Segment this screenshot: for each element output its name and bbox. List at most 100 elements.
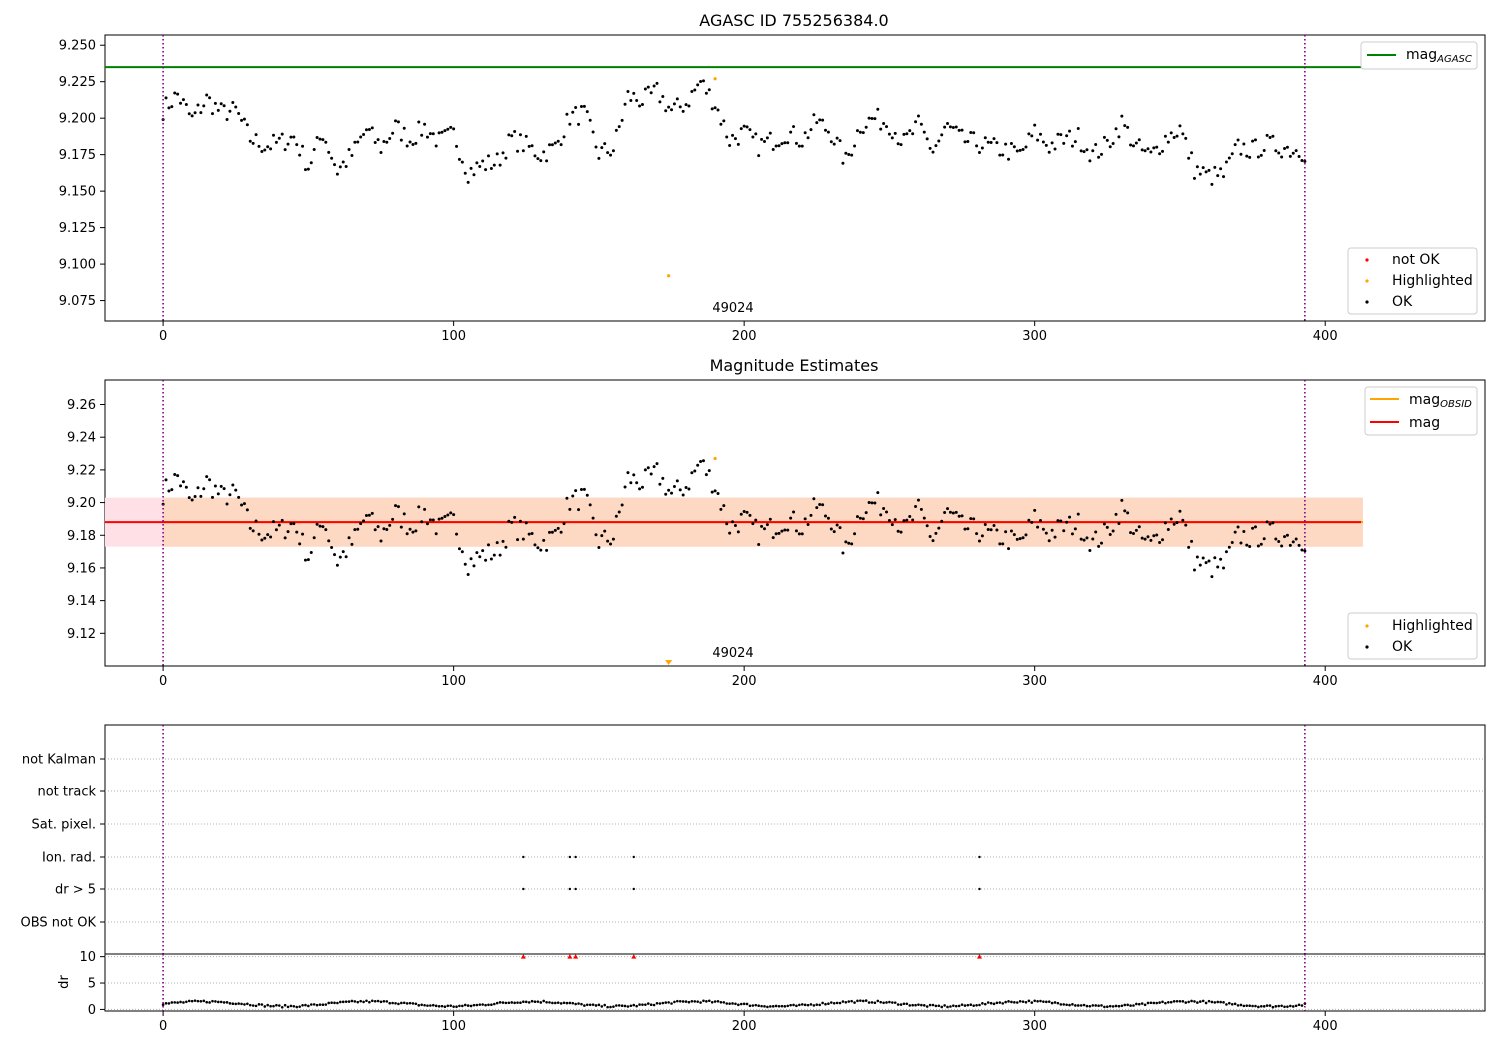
- dr-point: [922, 1004, 926, 1007]
- dr-point: [542, 999, 545, 1003]
- ok-point: [739, 512, 743, 516]
- ok-point: [1140, 148, 1144, 152]
- ok-point: [193, 111, 197, 115]
- dr-point: [548, 1001, 551, 1004]
- dr-point: [1091, 1004, 1095, 1007]
- ok-point: [1012, 533, 1016, 537]
- ok-point: [1009, 142, 1013, 146]
- ok-point: [771, 536, 775, 540]
- dr-point: [391, 1001, 394, 1005]
- ok-point: [992, 523, 996, 527]
- ok-point: [516, 538, 520, 542]
- ok-point: [196, 486, 200, 490]
- ok-point: [1239, 152, 1243, 156]
- ok-point: [234, 488, 238, 492]
- ok-point: [687, 104, 691, 108]
- legend-mag-obsid-label: mag: [1409, 392, 1440, 408]
- dr-point: [1291, 1005, 1295, 1008]
- ok-point: [1120, 114, 1124, 118]
- dr-point: [678, 999, 682, 1003]
- legend-mag-lines: magOBSID mag: [1364, 386, 1478, 436]
- ok-point: [510, 520, 514, 524]
- ok-point: [623, 485, 627, 489]
- dr-point: [211, 999, 214, 1003]
- ok-point: [826, 130, 830, 134]
- ok-point: [1094, 530, 1098, 534]
- dr-point: [1210, 1000, 1214, 1004]
- ok-point: [478, 555, 482, 559]
- dr-point: [318, 1003, 322, 1006]
- ok-point: [975, 532, 979, 536]
- dr-point: [1108, 1004, 1112, 1008]
- dr-point: [806, 1003, 810, 1007]
- ok-point: [1062, 529, 1066, 533]
- ok-point: [1300, 548, 1304, 552]
- dr-point: [280, 1005, 284, 1009]
- dr-point: [446, 1004, 450, 1008]
- dr-point: [1068, 1003, 1071, 1007]
- ok-point: [1169, 517, 1173, 521]
- ok-point: [545, 159, 549, 163]
- ok-point: [550, 143, 554, 147]
- ok-point: [283, 148, 287, 152]
- ok-point: [989, 140, 993, 144]
- ok-point: [1047, 150, 1051, 154]
- ok-point: [1065, 134, 1069, 138]
- ok-point: [1161, 149, 1165, 153]
- dr-point: [336, 1001, 339, 1005]
- dr-point: [475, 1003, 479, 1007]
- dr-point: [777, 1004, 781, 1008]
- ok-point: [844, 151, 848, 155]
- ok-point: [274, 140, 278, 144]
- ok-point: [1195, 165, 1199, 169]
- ok-point: [829, 527, 833, 531]
- ok-point: [998, 153, 1002, 157]
- dr-point: [1164, 1001, 1167, 1005]
- ok-point: [341, 550, 345, 554]
- ok-point: [652, 84, 656, 88]
- ok-point: [428, 132, 432, 136]
- ok-point: [1100, 152, 1104, 156]
- ok-point: [809, 128, 813, 132]
- ok-point: [164, 96, 168, 100]
- ok-point: [1105, 138, 1109, 142]
- dr-point: [1094, 1004, 1097, 1007]
- ok-point: [670, 108, 674, 112]
- ok-point: [548, 143, 552, 147]
- dr-point: [818, 1003, 821, 1007]
- ok-point: [428, 518, 432, 522]
- ok-point: [713, 106, 717, 110]
- mid-ytick-label-1: 9.14: [67, 594, 96, 609]
- ok-point: [481, 159, 485, 163]
- ok-point: [632, 473, 636, 477]
- ok-point: [1158, 152, 1162, 156]
- ok-point: [1201, 556, 1205, 560]
- ok-point: [966, 527, 970, 531]
- ok-point: [347, 536, 351, 540]
- dr-point: [577, 1002, 580, 1005]
- dr-point: [1289, 1004, 1292, 1008]
- ok-point: [240, 118, 244, 122]
- ok-point: [173, 91, 177, 95]
- ok-point: [588, 503, 592, 507]
- ok-point: [513, 129, 517, 133]
- ok-point: [824, 514, 828, 518]
- dr-point: [1257, 1005, 1260, 1009]
- ok-point: [876, 491, 880, 495]
- ok-point: [295, 143, 299, 147]
- dr-point: [856, 999, 859, 1003]
- ok-point: [800, 532, 804, 536]
- dr-point: [507, 1001, 511, 1005]
- ok-point: [696, 463, 700, 467]
- ok-point: [786, 141, 790, 145]
- dr-point: [710, 1000, 714, 1004]
- ok-point: [617, 125, 621, 129]
- ok-point: [277, 523, 281, 527]
- ok-point: [1294, 537, 1298, 541]
- ok-point: [518, 133, 522, 137]
- ok-point: [690, 471, 694, 475]
- dr-point: [1175, 999, 1179, 1003]
- ok-point: [675, 97, 679, 101]
- ok-point: [1265, 133, 1269, 137]
- dr-point: [649, 1003, 653, 1007]
